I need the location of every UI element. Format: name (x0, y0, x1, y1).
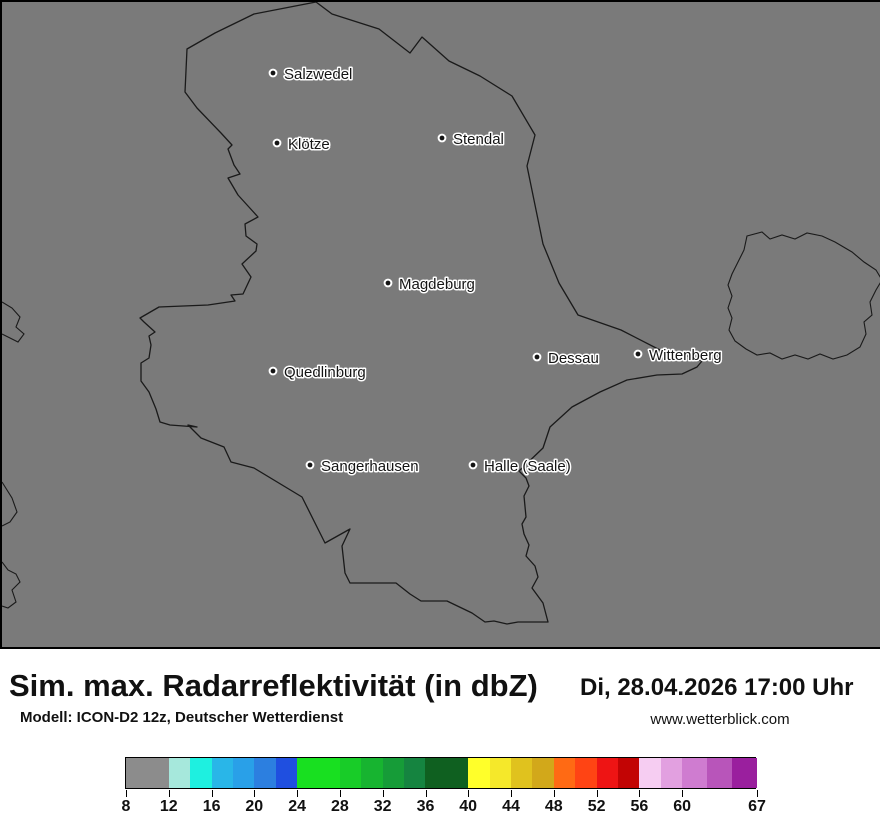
svg-text:Wittenberg: Wittenberg (649, 347, 722, 364)
svg-text:Magdeburg: Magdeburg (399, 276, 475, 293)
svg-text:Klötze: Klötze (288, 136, 330, 153)
svg-text:Stendal: Stendal (453, 131, 504, 148)
svg-text:Sangerhausen: Sangerhausen (321, 458, 419, 475)
svg-text:Salzwedel: Salzwedel (284, 66, 352, 83)
svg-text:Halle (Saale): Halle (Saale) (484, 458, 571, 475)
svg-text:Quedlinburg: Quedlinburg (284, 364, 366, 381)
svg-text:Dessau: Dessau (548, 350, 599, 367)
